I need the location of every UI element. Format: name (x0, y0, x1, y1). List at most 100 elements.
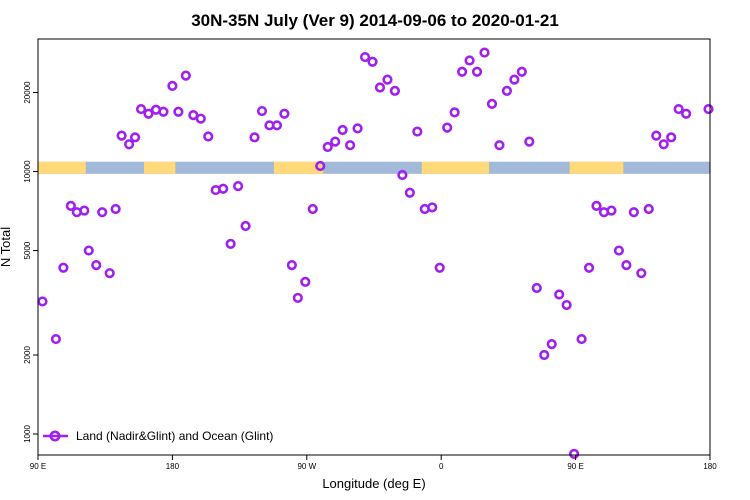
chart-title: 30N-35N July (Ver 9) 2014-09-06 to 2020-… (191, 11, 559, 30)
y-tick-label: 2000 (23, 346, 32, 364)
plot-frame (37, 38, 711, 456)
data-point (658, 139, 669, 150)
data-point (374, 82, 386, 93)
data-point (479, 47, 490, 58)
land-segment (38, 161, 86, 174)
data-point (300, 276, 311, 287)
legend: Land (Nadir&Glint) and Ocean (Glint) (43, 429, 273, 443)
data-point (666, 132, 677, 143)
data-point (404, 187, 415, 198)
data-point (116, 130, 127, 141)
data-point (546, 339, 557, 350)
data-point (464, 55, 475, 66)
data-point (531, 282, 542, 294)
data-point (673, 103, 684, 115)
data-point (554, 289, 565, 300)
data-point (292, 292, 303, 304)
data-point (681, 108, 692, 119)
data-point (330, 136, 341, 147)
data-point (583, 262, 595, 273)
x-tick-label: 0 (439, 462, 444, 471)
x-tick-label: 180 (166, 462, 180, 471)
data-point (143, 108, 154, 119)
data-point (195, 113, 206, 124)
data-point (129, 132, 141, 143)
data-point (389, 85, 401, 96)
data-point (471, 66, 483, 77)
x-tick-label: 180 (703, 462, 717, 471)
data-point (123, 139, 135, 150)
data-point (382, 74, 393, 85)
data-point (271, 120, 283, 131)
data-point (225, 238, 236, 250)
data-points (37, 47, 714, 459)
data-point (628, 207, 639, 218)
land-segment (569, 161, 624, 174)
data-point (606, 205, 617, 216)
land-ocean-mask (38, 161, 710, 174)
data-point (442, 122, 453, 133)
data-point (79, 205, 90, 216)
data-point (337, 124, 348, 136)
data-point (203, 131, 214, 142)
data-point (83, 245, 94, 256)
land-segment (273, 161, 324, 174)
legend-label: Land (Nadir&Glint) and Ocean (Glint) (76, 429, 273, 443)
y-axis-ticks: 1000 2000 5000 10000 20000 (23, 81, 38, 443)
data-point (345, 140, 356, 151)
data-point (180, 70, 191, 81)
data-point (37, 296, 48, 307)
data-point (524, 136, 535, 147)
data-point (315, 160, 326, 172)
data-point (636, 268, 647, 279)
data-point (359, 51, 371, 63)
data-point (167, 80, 178, 91)
data-point (352, 123, 363, 134)
data-point (249, 132, 260, 143)
data-point (256, 105, 268, 117)
x-tick-label: 90 W (297, 462, 316, 471)
data-point (158, 106, 169, 117)
data-point (240, 220, 251, 232)
data-point (613, 245, 625, 256)
data-point (65, 200, 76, 211)
data-point (457, 66, 468, 77)
data-point (494, 140, 505, 151)
data-point (104, 268, 115, 279)
data-point (561, 299, 572, 311)
data-point (279, 108, 290, 119)
data-point (501, 85, 513, 96)
data-point (643, 203, 654, 215)
data-point (412, 126, 423, 137)
data-point (509, 74, 520, 85)
data-point (307, 203, 318, 215)
data-point (173, 106, 184, 117)
x-axis-ticks: 90 E 180 90 W 0 90 E 180 (30, 455, 717, 471)
data-point (50, 333, 62, 345)
data-point (286, 260, 297, 271)
data-point (91, 260, 102, 271)
data-point (367, 56, 378, 67)
y-tick-label: 10000 (23, 160, 32, 183)
data-point (58, 262, 69, 273)
y-tick-label: 5000 (23, 241, 32, 259)
data-point (569, 448, 580, 459)
data-point (486, 98, 498, 110)
x-tick-label: 90 E (567, 462, 583, 471)
data-point (218, 183, 229, 194)
data-point (576, 333, 587, 345)
data-point (449, 107, 460, 118)
x-axis-label: Longitude (deg E) (322, 476, 425, 491)
legend-marker (49, 430, 61, 442)
data-point (434, 262, 445, 273)
y-axis-label: N Total (0, 227, 13, 267)
data-point (539, 349, 550, 361)
data-point (591, 200, 602, 211)
data-point (97, 207, 108, 218)
data-point (621, 260, 632, 271)
y-tick-label: 20000 (23, 81, 32, 104)
land-segment (421, 161, 489, 174)
data-point (651, 130, 662, 141)
data-point (135, 103, 147, 115)
